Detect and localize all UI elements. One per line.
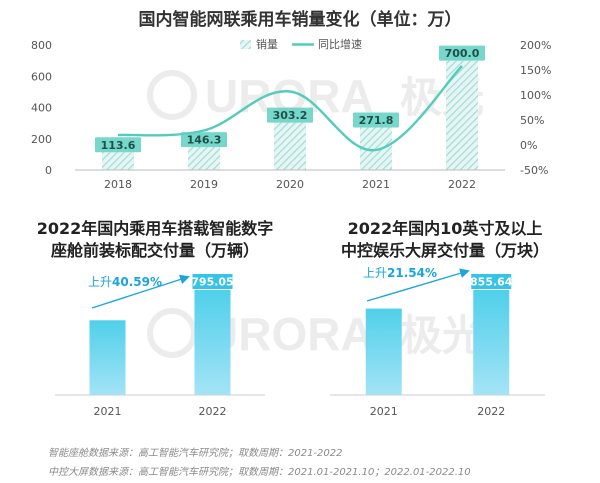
delivery-bar (89, 320, 126, 395)
bar-value-box (267, 107, 313, 123)
y-tick-label: 200 (31, 133, 52, 146)
growth-label: 上升 (88, 275, 112, 289)
legend-swatch-sales (240, 40, 251, 49)
bar-value-label: 855.64 (470, 276, 513, 289)
bar-value-label: 303.2 (273, 109, 308, 122)
bar-value-label: 700.0 (445, 47, 480, 60)
legend-label-sales: 销量 (256, 37, 278, 51)
left-chart-title-line1: 2022年国内乘用车搭载智能数字 (36, 219, 274, 238)
x-tick-label: 2020 (276, 178, 304, 191)
right-bar-chart: 2021 855.64 2022 上升21.54% (330, 266, 545, 418)
y2-tick-label: 100% (520, 89, 551, 102)
sales-bar (102, 152, 134, 170)
y-tick-label: 800 (31, 39, 52, 52)
growth-annotation: 上升21.54% (363, 266, 437, 280)
left-chart-title-line2: 座舱前装标配交付量（万辆） (50, 241, 259, 260)
delivery-bar (473, 290, 510, 395)
x-tick-label: 2021 (370, 405, 398, 418)
footnote-cockpit-source: 智能座舱数据来源：高工智能汽车研究院；取数周期：2021-2022 (48, 448, 343, 459)
bar-value-box (353, 112, 399, 128)
top-combo-chart: 0 200 400 600 800 -50% 0% 50% 100% 150% 200% 113.6 1… (31, 37, 551, 191)
growth-value: 21.54% (387, 266, 437, 280)
sales-bar (274, 122, 306, 170)
y-tick-label: 600 (31, 70, 52, 83)
watermark-brand: URORA (205, 308, 374, 360)
bar-value-label: 113.6 (101, 139, 136, 152)
growth-arrow (366, 268, 470, 302)
y-tick-label: 0 (45, 164, 52, 177)
y2-tick-label: 150% (520, 64, 551, 77)
y2-tick-label: 200% (520, 39, 551, 52)
right-chart-title-line2: 中控娱乐大屏交付量（万块） (340, 241, 549, 260)
bar-value-box (439, 45, 485, 61)
bar-value-label: 795.05 (191, 276, 233, 289)
x-tick-label: 2022 (199, 405, 227, 418)
bar-value-box (471, 274, 512, 289)
bar-value-box (181, 132, 227, 148)
x-tick-label: 2021 (94, 405, 122, 418)
watermark-top: URORA 极光 (147, 70, 484, 122)
bar-value-box (95, 137, 141, 153)
y2-tick-label: 50% (520, 114, 544, 127)
x-tick-label: 2022 (448, 178, 476, 191)
footnote-screen-source: 中控大屏数据来源：高工智能汽车研究院；取数周期：2021.01-2021.10；… (48, 467, 471, 478)
growth-arrow (91, 274, 190, 309)
x-tick-label: 2019 (190, 178, 218, 191)
watermark-cn: 极光 (400, 311, 484, 360)
watermark-logo-ring (147, 70, 197, 120)
watermark-bottom: URORA 极光 (147, 308, 484, 360)
bar-value-label: 146.3 (187, 134, 222, 147)
growth-label: 上升 (363, 266, 387, 280)
y-tick-label: 400 (31, 102, 52, 115)
right-chart-title-line1: 2022年国内10英寸及以上 (347, 219, 543, 238)
growth-value: 40.59% (112, 275, 162, 289)
delivery-bar (365, 308, 402, 395)
x-tick-label: 2021 (362, 178, 390, 191)
sales-bar (446, 60, 478, 170)
sales-bar (188, 147, 220, 170)
bar-value-box (192, 274, 233, 289)
left-chart-title: 2022年国内乘用车搭载智能数字 座舱前装标配交付量（万辆） (20, 218, 290, 262)
x-tick-label: 2022 (477, 405, 505, 418)
watermark-logo-ring (147, 308, 197, 358)
y2-tick-label: 0% (520, 139, 537, 152)
right-chart-title: 2022年国内10英寸及以上 中控娱乐大屏交付量（万块） (305, 218, 585, 262)
x-tick-label: 2018 (104, 178, 132, 191)
y2-tick-label: -50% (520, 164, 548, 177)
growth-annotation: 上升40.59% (88, 275, 162, 289)
left-bar-chart: 2021 795.05 2022 上升40.59% (55, 274, 265, 418)
top-chart-title: 国内智能网联乘用车销量变化（单位：万） (138, 10, 462, 30)
delivery-bar (194, 290, 231, 395)
legend-label-growth: 同比增速 (318, 37, 362, 51)
bar-value-label: 271.8 (359, 114, 394, 127)
